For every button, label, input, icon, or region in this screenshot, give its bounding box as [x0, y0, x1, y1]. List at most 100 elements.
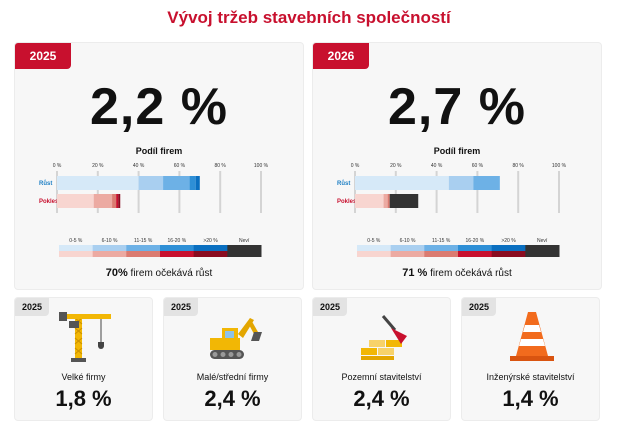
- legend-swatch-grow: [525, 245, 560, 251]
- headline-value: 2,2 %: [90, 78, 228, 136]
- legend-label: >20 %: [501, 238, 516, 244]
- page-title: Vývoj tržeb stavebních společností: [167, 8, 451, 27]
- crane-icon: [59, 312, 111, 362]
- tick-label: 20 %: [390, 163, 402, 169]
- footer-value: 71 %: [402, 267, 428, 279]
- tick-label: 40 %: [133, 163, 145, 169]
- bar-segment: [163, 176, 190, 190]
- legend-swatch-grow: [92, 245, 127, 251]
- bar-segment: [448, 176, 474, 190]
- tick-label: 80 %: [512, 163, 524, 169]
- segment-value: 1,8 %: [55, 386, 112, 411]
- year-tag: 2025: [15, 298, 49, 316]
- bar-segment: [383, 194, 388, 208]
- legend-swatch-decline: [458, 251, 493, 257]
- footer-note: 71 % firem očekává růst: [313, 267, 601, 279]
- legend-swatch-decline: [160, 251, 195, 257]
- tick-label: 100 %: [254, 163, 269, 169]
- segment-card-large-firms: 2025 Velké firmy 1,8 %: [14, 297, 153, 421]
- legend-swatch-decline: [59, 251, 94, 257]
- tick-label: 100 %: [552, 163, 567, 169]
- legend-swatch-grow: [193, 245, 228, 251]
- legend-swatch-grow: [424, 245, 459, 251]
- bar-segment: [473, 176, 500, 190]
- footer-text: firem očekává růst: [130, 268, 213, 279]
- footer-value: 70%: [105, 267, 128, 279]
- stacked-bar-chart-2025: 0 % 20 % 40 % 60 % 80 % 100 % Růst Pokles 0-5 % 6…: [39, 163, 269, 257]
- bar-segment: [93, 194, 113, 208]
- legend-label: 0-5 %: [367, 238, 381, 244]
- footer-text: firem očekává růst: [430, 268, 512, 279]
- bar-segment: [387, 194, 390, 208]
- traffic-cone-icon: [510, 312, 554, 361]
- bar-segment: [116, 194, 119, 208]
- tick-label: 0 %: [53, 163, 62, 169]
- legend-swatch-decline: [193, 251, 228, 257]
- bar-segment: [189, 176, 196, 190]
- category-label: Růst: [39, 180, 52, 187]
- headline-value: 2,7 %: [388, 78, 526, 136]
- legend-label: 6-10 %: [102, 238, 118, 244]
- segment-card-civil-engineering: 2025 Inženýrské stavitelství 1,4 %: [461, 297, 600, 421]
- legend-label: 16-20 %: [168, 238, 187, 244]
- segment-label: Velké firmy: [61, 372, 106, 382]
- legend-swatch-grow: [227, 245, 262, 251]
- bar-segment: [118, 194, 121, 208]
- panel-2026: 2026 2,7 % Podíl firem 0 % 20 % 40 % 60 % 80…: [312, 42, 602, 290]
- year-tag: 2026: [313, 43, 369, 69]
- year-tag: 2025: [313, 298, 347, 316]
- bar-segment: [355, 176, 449, 190]
- chart-subtitle: Podíl firem: [433, 146, 481, 156]
- year-tag: 2025: [164, 298, 198, 316]
- bar-segment: [389, 194, 419, 208]
- legend-swatch-decline: [126, 251, 161, 257]
- segment-label: Malé/střední firmy: [196, 372, 269, 382]
- segment-value: 2,4 %: [204, 386, 261, 411]
- year-tag: 2025: [462, 298, 496, 316]
- tick-label: 60 %: [472, 163, 484, 169]
- segment-value: 2,4 %: [353, 386, 410, 411]
- bar-segment: [57, 194, 94, 208]
- bar-segment: [57, 176, 139, 190]
- legend-swatch-decline: [525, 251, 560, 257]
- legend-swatch-grow: [458, 245, 493, 251]
- legend-label: >20 %: [203, 238, 218, 244]
- legend-swatch-decline: [390, 251, 425, 257]
- legend-label: Neví: [239, 238, 250, 244]
- tick-label: 80 %: [214, 163, 226, 169]
- category-label: Pokles: [337, 199, 357, 205]
- legend-label: 6-10 %: [400, 238, 416, 244]
- legend-swatch-grow: [357, 245, 392, 251]
- bar-segment: [195, 176, 200, 190]
- legend-swatch-decline: [227, 251, 262, 257]
- bar-segment: [112, 194, 117, 208]
- tick-label: 20 %: [92, 163, 104, 169]
- legend-label: Neví: [537, 238, 548, 244]
- segment-card-building-construction: 2025 Pozemní stavitelství 2,4 %: [312, 297, 451, 421]
- bar-segment: [355, 194, 384, 208]
- segment-value: 1,4 %: [502, 386, 559, 411]
- legend-label: 16-20 %: [466, 238, 485, 244]
- year-tag: 2025: [15, 43, 71, 69]
- stacked-bar-chart-2026: 0 % 20 % 40 % 60 % 80 % 100 % Růst Pokles 0-5 % 6…: [337, 163, 567, 257]
- footer-note: 70% firem očekává růst: [15, 267, 303, 279]
- bar-segment: [138, 176, 164, 190]
- legend-swatch-decline: [357, 251, 392, 257]
- legend-label: 11-15 %: [432, 238, 451, 244]
- legend-swatch-grow: [59, 245, 94, 251]
- legend-swatch-decline: [424, 251, 459, 257]
- legend-swatch-grow: [491, 245, 526, 251]
- legend-swatch-grow: [390, 245, 425, 251]
- tick-label: 40 %: [431, 163, 443, 169]
- tick-label: 60 %: [174, 163, 186, 169]
- panel-2025: 2025 2,2 % Podíl firem 0 % 20 % 40 % 60 % 80…: [14, 42, 304, 290]
- chart-subtitle: Podíl firem: [135, 146, 183, 156]
- category-label: Pokles: [39, 199, 59, 205]
- segment-label: Pozemní stavitelství: [341, 372, 422, 382]
- legend-swatch-decline: [491, 251, 526, 257]
- excavator-icon: [210, 318, 262, 359]
- legend-swatch-grow: [160, 245, 195, 251]
- bricks-trowel-icon: [361, 315, 407, 360]
- legend-swatch-decline: [92, 251, 127, 257]
- legend-label: 0-5 %: [69, 238, 83, 244]
